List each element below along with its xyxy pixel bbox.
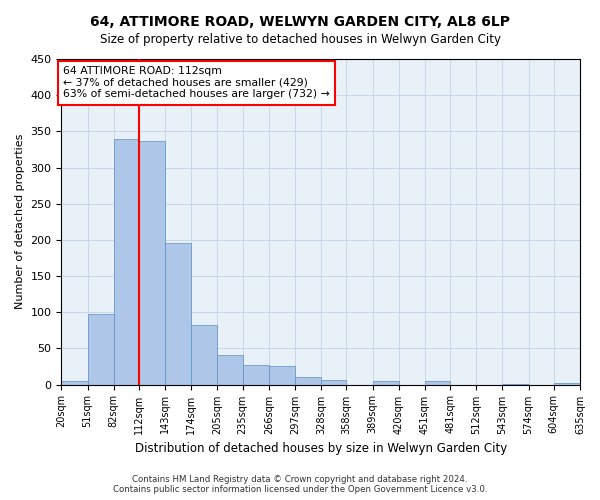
Bar — [165, 243, 191, 384]
Bar — [191, 325, 217, 384]
Bar — [425, 381, 450, 384]
Bar — [321, 380, 346, 384]
Bar — [217, 355, 243, 384]
Bar — [295, 376, 321, 384]
Text: Size of property relative to detached houses in Welwyn Garden City: Size of property relative to detached ho… — [100, 32, 500, 46]
Bar — [113, 138, 139, 384]
Bar — [269, 366, 295, 384]
Bar — [88, 314, 113, 384]
Text: Contains HM Land Registry data © Crown copyright and database right 2024.
Contai: Contains HM Land Registry data © Crown c… — [113, 474, 487, 494]
Bar — [243, 365, 269, 384]
X-axis label: Distribution of detached houses by size in Welwyn Garden City: Distribution of detached houses by size … — [134, 442, 507, 455]
Bar — [373, 381, 399, 384]
Bar — [139, 141, 165, 384]
Bar — [554, 383, 580, 384]
Bar — [61, 381, 88, 384]
Text: 64, ATTIMORE ROAD, WELWYN GARDEN CITY, AL8 6LP: 64, ATTIMORE ROAD, WELWYN GARDEN CITY, A… — [90, 15, 510, 29]
Text: 64 ATTIMORE ROAD: 112sqm
← 37% of detached houses are smaller (429)
63% of semi-: 64 ATTIMORE ROAD: 112sqm ← 37% of detach… — [63, 66, 330, 100]
Y-axis label: Number of detached properties: Number of detached properties — [15, 134, 25, 310]
